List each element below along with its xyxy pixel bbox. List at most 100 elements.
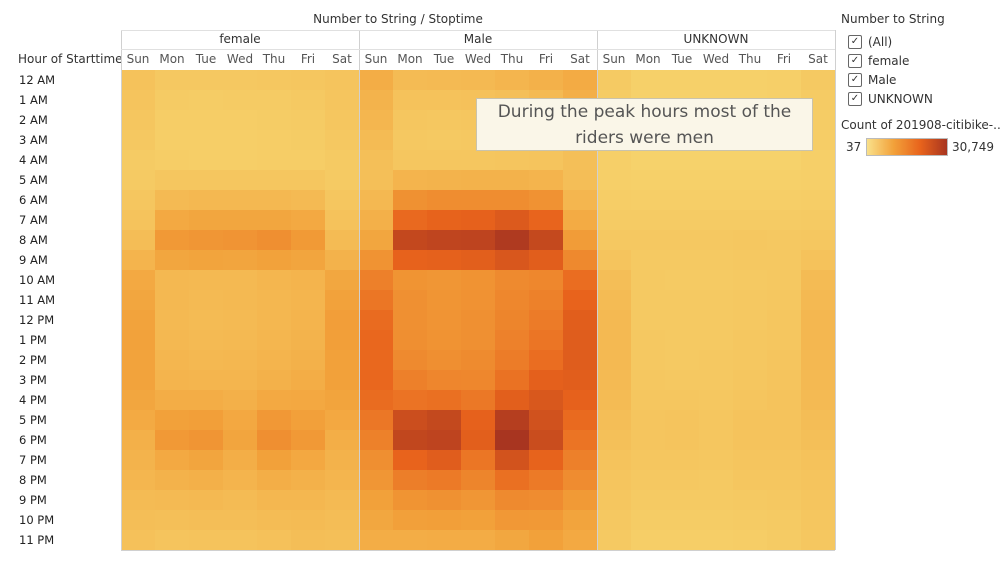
heatmap-cell bbox=[563, 530, 597, 550]
heatmap-cell bbox=[359, 350, 393, 370]
checkbox[interactable]: ✓ bbox=[848, 53, 862, 68]
heatmap-cell bbox=[155, 130, 189, 150]
heatmap-cell bbox=[121, 330, 155, 350]
heatmap-cell bbox=[529, 410, 563, 430]
checkbox[interactable]: ✓ bbox=[848, 72, 862, 87]
heatmap-cell bbox=[393, 90, 427, 110]
heatmap-cell bbox=[257, 450, 291, 470]
heatmap-cell bbox=[427, 390, 461, 410]
heatmap-cell bbox=[461, 270, 495, 290]
heatmap-cell bbox=[359, 370, 393, 390]
day-tick-label: Sun bbox=[127, 52, 150, 66]
heatmap-cell bbox=[223, 110, 257, 130]
heatmap-cell bbox=[155, 490, 189, 510]
heatmap-cell bbox=[631, 530, 665, 550]
filter-item[interactable]: ✓ UNKNOWN bbox=[841, 89, 1001, 108]
heatmap-cell bbox=[121, 310, 155, 330]
heatmap-cell bbox=[529, 470, 563, 490]
heatmap-cell bbox=[733, 270, 767, 290]
heatmap-cell bbox=[291, 70, 325, 90]
heatmap-cell bbox=[767, 210, 801, 230]
heatmap-cell bbox=[631, 290, 665, 310]
heatmap-cell bbox=[699, 150, 733, 170]
heatmap-cell bbox=[529, 390, 563, 410]
heatmap-cell bbox=[767, 250, 801, 270]
heatmap-cell bbox=[461, 70, 495, 90]
heatmap-cell bbox=[359, 170, 393, 190]
heatmap-cell bbox=[563, 250, 597, 270]
heatmap-cell bbox=[801, 510, 835, 530]
heatmap-cell bbox=[155, 210, 189, 230]
heatmap-cell bbox=[529, 250, 563, 270]
hour-tick-label: 9 PM bbox=[19, 493, 47, 507]
heatmap-cell bbox=[529, 190, 563, 210]
heatmap-cell bbox=[733, 70, 767, 90]
heatmap-cell bbox=[393, 230, 427, 250]
heatmap-cell bbox=[189, 210, 223, 230]
filter-item-label: UNKNOWN bbox=[868, 91, 933, 106]
heatmap-cell bbox=[597, 230, 631, 250]
heatmap-cell bbox=[563, 290, 597, 310]
heatmap-cell bbox=[155, 90, 189, 110]
heatmap-cell bbox=[121, 210, 155, 230]
heatmap-cell bbox=[223, 370, 257, 390]
heatmap-cell bbox=[121, 410, 155, 430]
day-tick-label: Mon bbox=[159, 52, 184, 66]
heatmap-cell bbox=[801, 150, 835, 170]
heatmap-cell bbox=[121, 70, 155, 90]
heatmap-cell bbox=[529, 370, 563, 390]
checkbox[interactable]: ✓ bbox=[848, 34, 862, 49]
heatmap-cell bbox=[495, 350, 529, 370]
heatmap-cell bbox=[597, 450, 631, 470]
group-header: female bbox=[219, 32, 260, 46]
heatmap-cell bbox=[495, 490, 529, 510]
hour-tick-label: 8 PM bbox=[19, 473, 47, 487]
day-tick-label: Thu bbox=[738, 52, 762, 66]
heatmap-cell bbox=[665, 490, 699, 510]
heatmap-cell bbox=[189, 70, 223, 90]
heatmap-cell bbox=[325, 90, 359, 110]
heatmap-cell bbox=[121, 490, 155, 510]
heatmap-cell bbox=[393, 150, 427, 170]
heatmap-cell bbox=[597, 70, 631, 90]
heatmap-cell bbox=[631, 510, 665, 530]
heatmap-cell bbox=[155, 250, 189, 270]
heatmap-cell bbox=[631, 210, 665, 230]
heatmap-cell bbox=[631, 370, 665, 390]
heatmap-cell bbox=[665, 170, 699, 190]
heatmap-cell bbox=[155, 290, 189, 310]
heatmap-cell bbox=[801, 270, 835, 290]
heatmap-cell bbox=[563, 490, 597, 510]
heatmap-cell bbox=[461, 430, 495, 450]
filter-item[interactable]: ✓ (All) bbox=[841, 32, 1001, 51]
heatmap-cell bbox=[291, 170, 325, 190]
hour-tick-label: 1 PM bbox=[19, 333, 47, 347]
heatmap-cell bbox=[393, 210, 427, 230]
heatmap-cell bbox=[223, 470, 257, 490]
heatmap-cell bbox=[155, 410, 189, 430]
heatmap-cell bbox=[155, 510, 189, 530]
checkbox[interactable]: ✓ bbox=[848, 91, 862, 106]
heatmap-cell bbox=[155, 330, 189, 350]
heatmap-cell bbox=[291, 470, 325, 490]
heatmap-cell bbox=[393, 310, 427, 330]
heatmap-cell bbox=[325, 470, 359, 490]
hour-tick-label: 7 PM bbox=[19, 453, 47, 467]
filter-item[interactable]: ✓ Male bbox=[841, 70, 1001, 89]
filter-item[interactable]: ✓ female bbox=[841, 51, 1001, 70]
heatmap-cell bbox=[563, 390, 597, 410]
heatmap-cell bbox=[801, 210, 835, 230]
heatmap-cell bbox=[427, 490, 461, 510]
heatmap-cell bbox=[427, 210, 461, 230]
heatmap-cell bbox=[461, 310, 495, 330]
heatmap-cell bbox=[699, 350, 733, 370]
heatmap-cell bbox=[563, 370, 597, 390]
heatmap-cell bbox=[461, 370, 495, 390]
heatmap-cell bbox=[563, 510, 597, 530]
heatmap-cell bbox=[257, 350, 291, 370]
heatmap-cell bbox=[699, 210, 733, 230]
heatmap-cell bbox=[767, 510, 801, 530]
heatmap-cell bbox=[427, 90, 461, 110]
heatmap-cell bbox=[631, 250, 665, 270]
